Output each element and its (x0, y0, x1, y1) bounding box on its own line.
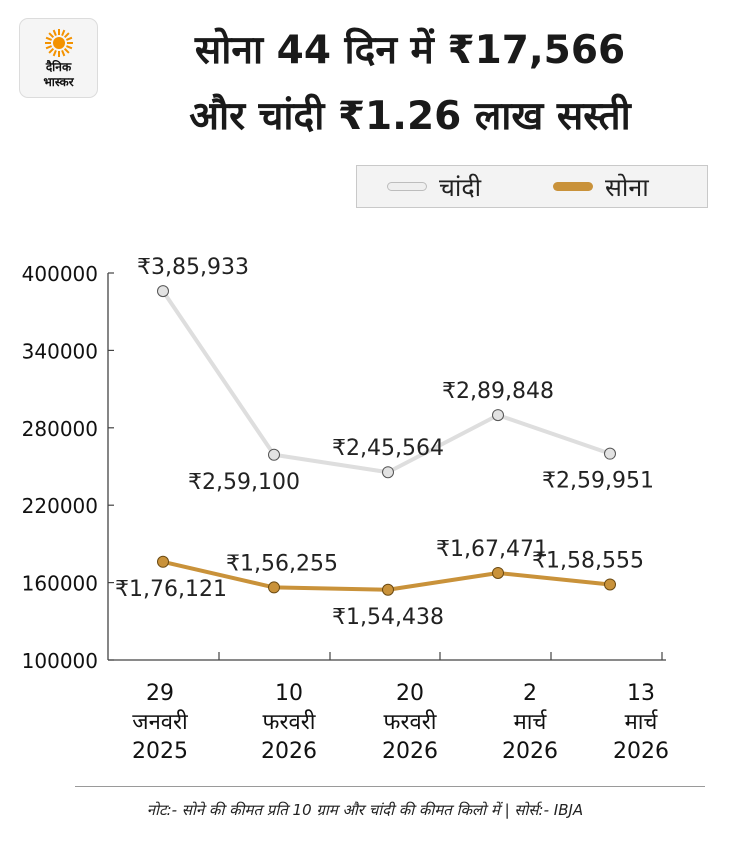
sun-ray (66, 45, 73, 50)
y-tick-label: 280000 (22, 417, 98, 441)
sun-ray (61, 50, 66, 57)
x-tick-label: 2025 (132, 739, 188, 764)
x-tick-label: 2026 (382, 739, 438, 764)
headline-line2: और चांदी ₹1.26 लाख सस्ती (189, 94, 631, 139)
gold-data-label: ₹1,56,255 (226, 551, 338, 576)
x-tick-label: फरवरी (384, 709, 437, 735)
brand-logo: दैनिक भास्कर (19, 18, 98, 98)
gold-data-point (157, 555, 169, 568)
x-tick-label: 20 (396, 681, 424, 706)
legend-gold-swatch (553, 182, 593, 191)
x-tick-label: 10 (275, 681, 303, 706)
x-tick-label: फरवरी (263, 709, 316, 735)
x-tick-label: मार्च (625, 709, 659, 735)
sun-icon (45, 29, 73, 57)
brand-name-line2: भास्कर (43, 75, 74, 89)
silver-data-label: ₹2,59,100 (188, 470, 300, 495)
sun-ray (63, 47, 70, 54)
silver-data-label: ₹2,45,564 (332, 436, 444, 461)
x-tick-label: 13 (627, 681, 655, 706)
y-tick-label: 100000 (22, 649, 98, 673)
gold-data-label: ₹1,54,438 (332, 605, 444, 630)
gold-data-point (268, 581, 280, 594)
gold-data-label: ₹1,58,555 (532, 548, 644, 573)
legend-silver-label: चांदी (439, 173, 482, 202)
legend-gold-label: सोना (605, 173, 649, 202)
y-tick-label: 340000 (22, 339, 98, 363)
silver-data-label: ₹2,59,951 (542, 469, 654, 494)
sun-ray (63, 32, 70, 39)
x-tick-label: 2026 (613, 739, 669, 764)
gold-data-point (604, 578, 616, 591)
headline-line1: सोना 44 दिन में ₹17,566 (194, 28, 626, 73)
legend-silver-swatch (387, 182, 427, 191)
silver-data-point (157, 285, 169, 298)
gold-data-label: ₹1,67,471 (436, 537, 548, 562)
silver-data-label: ₹3,85,933 (137, 255, 249, 280)
sun-ray (66, 36, 73, 41)
gold-data-point (382, 583, 394, 596)
x-tick-label: 2026 (502, 739, 558, 764)
sun-ray (48, 47, 55, 54)
silver-data-point (492, 409, 504, 422)
sun-ray (45, 36, 52, 41)
silver-data-point (268, 448, 280, 461)
silver-data-point (604, 447, 616, 460)
silver-data-label: ₹2,89,848 (442, 379, 554, 404)
footnote: नोट:- सोने की कीमत प्रति 10 ग्राम और चां… (146, 801, 584, 819)
y-tick-label: 160000 (22, 572, 98, 596)
sun-ray (45, 45, 52, 50)
brand-name-line1: दैनिक (45, 60, 72, 74)
x-tick-label: 29 (146, 681, 174, 706)
x-tick-label: 2 (523, 681, 537, 706)
sun-ray (61, 29, 66, 36)
x-tick-label: जनवरी (132, 709, 188, 735)
silver-data-point (382, 466, 394, 479)
sun-ray (48, 32, 55, 39)
y-tick-label: 220000 (22, 494, 98, 518)
gold-data-label: ₹1,76,121 (115, 577, 227, 602)
footer-divider (75, 786, 705, 787)
chart-legend: चांदी सोना (356, 165, 708, 208)
gold-data-point (492, 566, 504, 579)
sun-ray (52, 29, 57, 36)
y-tick-label: 400000 (22, 262, 98, 286)
x-tick-label: मार्च (514, 709, 548, 735)
sun-ray (52, 50, 57, 57)
x-tick-label: 2026 (261, 739, 317, 764)
